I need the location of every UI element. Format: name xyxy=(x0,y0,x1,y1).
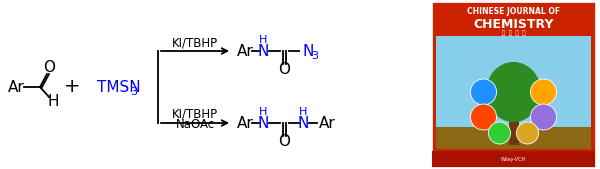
Text: KI/TBHP: KI/TBHP xyxy=(172,107,218,120)
Text: N: N xyxy=(257,115,269,130)
Text: H: H xyxy=(259,35,267,45)
Circle shape xyxy=(470,104,497,130)
Bar xyxy=(436,36,591,149)
Text: N: N xyxy=(302,43,313,58)
Text: Ar: Ar xyxy=(237,115,254,130)
Circle shape xyxy=(517,122,539,144)
Circle shape xyxy=(470,79,497,105)
Text: N: N xyxy=(298,115,308,130)
Text: CHINESE JOURNAL OF: CHINESE JOURNAL OF xyxy=(467,7,560,17)
Text: Ar: Ar xyxy=(237,43,254,58)
Text: N: N xyxy=(257,43,269,58)
Text: Ar: Ar xyxy=(8,79,25,94)
Ellipse shape xyxy=(486,62,541,122)
Text: TMSN: TMSN xyxy=(97,79,140,94)
Circle shape xyxy=(530,79,557,105)
Bar xyxy=(432,2,595,167)
Circle shape xyxy=(488,122,511,144)
Circle shape xyxy=(530,104,557,130)
Text: O: O xyxy=(278,135,290,150)
Text: Ar: Ar xyxy=(319,115,336,130)
Bar xyxy=(432,151,595,167)
Text: H: H xyxy=(47,94,59,110)
Bar xyxy=(509,117,518,145)
Text: KI/TBHP: KI/TBHP xyxy=(172,37,218,50)
Text: NaOAc: NaOAc xyxy=(175,118,215,131)
Text: Wiley-VCH: Wiley-VCH xyxy=(501,156,526,162)
Text: O: O xyxy=(278,63,290,78)
Text: H: H xyxy=(299,107,307,117)
Text: 化  学  学  报: 化 学 学 报 xyxy=(502,30,525,36)
Text: 3: 3 xyxy=(130,87,137,97)
Text: 3: 3 xyxy=(311,51,318,61)
Text: +: + xyxy=(64,78,80,96)
Text: O: O xyxy=(43,61,55,76)
Text: CHEMISTRY: CHEMISTRY xyxy=(473,18,554,30)
Text: H: H xyxy=(259,107,267,117)
Bar xyxy=(436,127,591,149)
